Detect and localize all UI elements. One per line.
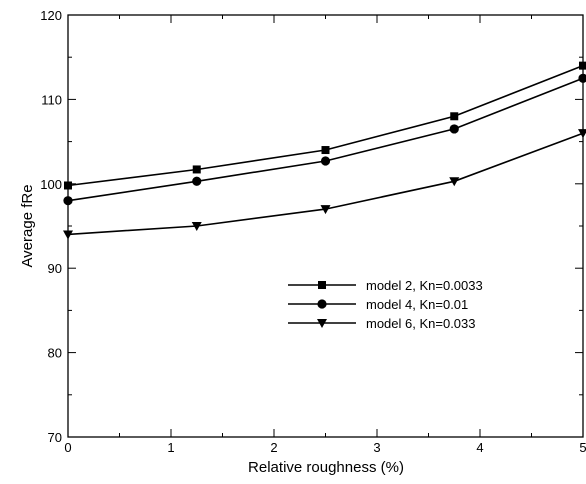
x-tick-label: 4 <box>476 440 483 455</box>
series-3 <box>63 129 586 240</box>
legend: model 2, Kn=0.0033 model 4, Kn=0.01 model … <box>288 278 483 331</box>
series-layer <box>63 61 586 240</box>
x-tick-label: 2 <box>270 440 277 455</box>
triangle-marker <box>320 205 331 215</box>
y-tick-label: 70 <box>48 430 62 445</box>
y-axis-title: Average fRe <box>19 184 36 267</box>
y-tick-label: 100 <box>40 177 62 192</box>
circle-marker <box>192 176 202 186</box>
square-marker <box>321 146 330 155</box>
legend-label: model 4, Kn=0.01 <box>366 297 468 312</box>
triangle-marker <box>63 230 73 240</box>
legend-label: model 6, Kn=0.033 <box>366 316 476 331</box>
y-tick-label: 120 <box>40 8 62 23</box>
x-tick-label: 5 <box>579 440 586 455</box>
circle-marker <box>320 156 331 166</box>
triangle-marker <box>578 129 586 139</box>
y-tick-label: 80 <box>48 346 62 361</box>
square-marker <box>318 281 326 289</box>
plot-frame <box>67 14 584 438</box>
series-2 <box>63 73 586 206</box>
circle-marker <box>63 196 73 206</box>
y-tick-label: 110 <box>41 92 62 107</box>
x-axis: 0 1 2 3 4 5 <box>64 15 586 455</box>
x-tick-label: 1 <box>167 440 174 455</box>
legend-label: model 2, Kn=0.0033 <box>366 278 483 293</box>
x-tick-label: 0 <box>64 440 71 455</box>
y-axis: 70 80 90 100 110 120 <box>40 8 583 445</box>
circle-marker <box>449 124 459 134</box>
triangle-marker <box>317 319 327 328</box>
square-marker <box>64 181 72 190</box>
x-axis-title: Relative roughness (%) <box>248 459 404 476</box>
y-tick-label: 90 <box>48 261 62 276</box>
circle-marker <box>317 299 327 309</box>
square-marker <box>192 165 201 174</box>
x-tick-label: 3 <box>373 440 380 455</box>
triangle-marker <box>449 177 460 187</box>
series-line <box>67 64 584 187</box>
legend-entry-3: model 6, Kn=0.033 <box>288 316 476 331</box>
triangle-marker <box>191 222 202 231</box>
legend-entry-2: model 4, Kn=0.01 <box>288 297 468 312</box>
square-marker <box>579 61 586 70</box>
circle-marker <box>578 73 586 83</box>
legend-entry-1: model 2, Kn=0.0033 <box>288 278 483 293</box>
square-marker <box>450 112 459 121</box>
series-1 <box>64 61 586 190</box>
